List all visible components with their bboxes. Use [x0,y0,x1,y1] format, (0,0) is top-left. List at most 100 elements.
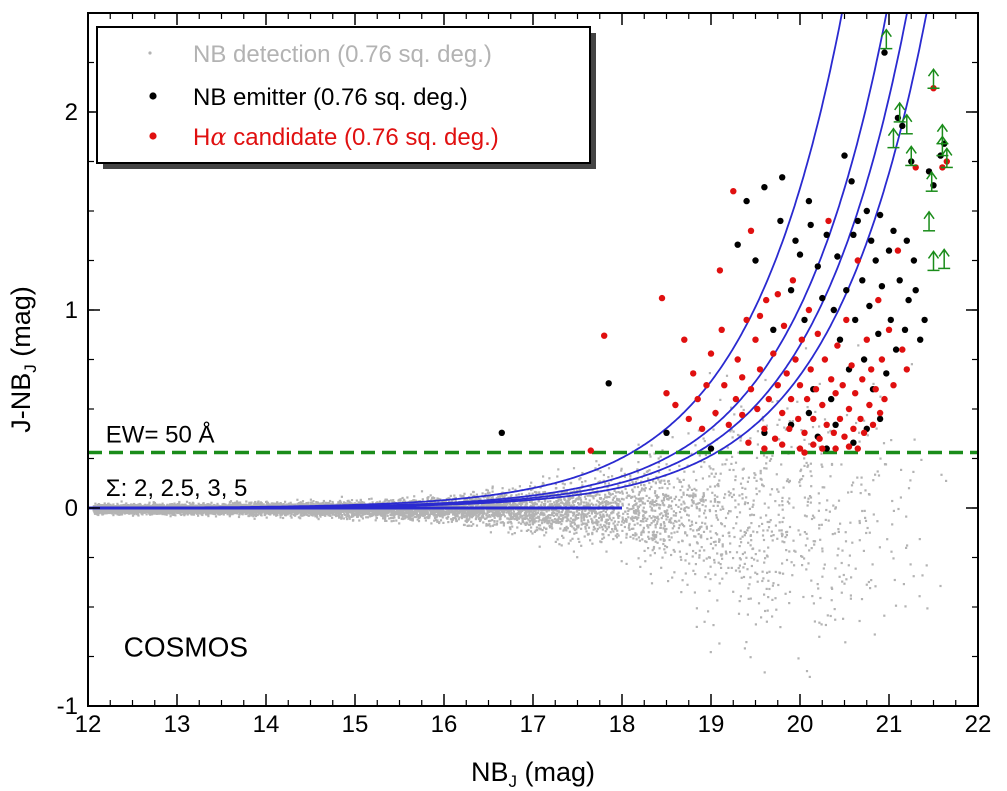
nb-detection-point [622,512,625,515]
nb-detection-point [199,504,202,507]
nb-detection-point [785,549,788,552]
nb-detection-point [519,512,522,515]
nb-detection-point [691,555,694,558]
nb-detection-point [575,528,578,531]
nb-detection-point [821,486,824,489]
nb-detection-point [684,532,687,535]
nb-detection-point [453,516,457,519]
nb-detection-point [905,515,908,518]
nb-detection-point [568,503,571,507]
nb-detection-point [891,523,894,526]
nb-detection-point [368,498,371,501]
nb-detection-point [617,504,620,507]
nb-detection-point [581,481,584,484]
nb-detection-point [238,513,241,516]
nb-detection-point [858,619,861,623]
nb-detection-point [805,670,809,673]
nb-detection-point [788,525,792,529]
nb-detection-point [533,515,536,518]
nb-detection-point [672,510,675,513]
nb-detection-point [834,567,837,570]
nb-detection-point [799,484,802,487]
nb-detection-point [493,516,496,519]
nb-detection-point [695,479,698,482]
nb-detection-point [708,589,711,592]
nb-detection-point [673,571,676,574]
nb-detection-point [481,492,484,495]
nb-detection-point [755,487,758,490]
nb-detection-point [299,514,302,517]
nb-detection-point [695,607,698,610]
nb-detection-point [646,499,649,502]
nb-detection-point [763,502,766,505]
nb-detection-point [493,520,496,523]
nb-detection-point [677,541,680,544]
nb-detection-point [740,541,743,544]
nb-detection-point [745,556,748,559]
nb-detection-point [656,520,659,523]
nb-detection-point [617,516,620,519]
nb-detection-point [407,513,410,517]
nb-detection-point [876,520,879,523]
nb-detection-point [662,542,665,546]
nb-detection-point [294,503,297,506]
nb-detection-point [260,504,263,507]
nb-detection-point [684,510,687,513]
nb-detection-point [731,436,734,439]
nb-detection-point [871,563,874,566]
nb-detection-point [662,527,665,530]
nb-detection-point [529,500,532,503]
nb-detection-point [632,490,635,493]
nb-detection-point [604,530,607,533]
nb-detection-point [548,477,551,480]
nb-detection-point [778,521,781,524]
nb-detection-point [670,517,673,520]
nb-detection-point [556,509,559,513]
nb-detection-point [622,498,625,501]
nb-detection-point [681,540,684,543]
nb-detection-point [800,555,803,558]
nb-detection-point [626,494,629,497]
nb-detection-point [477,497,481,501]
nb-detection-point [490,513,494,516]
nb-detection-point [945,479,948,482]
nb-detection-point [593,516,596,519]
nb-detection-point [778,529,781,532]
nb-detection-point [670,553,673,557]
nb-detection-point [648,502,652,505]
nb-detection-point [741,552,744,556]
nb-detection-point [644,560,647,563]
nb-detection-point [495,523,498,526]
nb-detection-point [618,498,621,501]
nb-detection-point [433,519,436,522]
nb-detection-point [684,559,687,562]
nb-detection-point [827,519,830,522]
nb-detection-point [625,491,628,494]
nb-detection-point [256,513,259,517]
nb-detection-point [683,502,686,505]
nb-detection-point [481,504,484,507]
nb-detection-point [818,425,821,428]
nb-detection-point [557,468,560,471]
nb-detection-point [491,485,494,488]
nb-detection-point [201,513,204,517]
nb-detection-point [538,519,541,522]
nb-detection-point [543,499,546,503]
nb-detection-point [863,509,866,512]
nb-detection-point [770,488,774,491]
nb-detection-point [655,522,659,525]
nb-detection-point [872,382,875,385]
nb-detection-point [322,499,325,503]
nb-detection-point [552,514,555,517]
nb-detection-point [736,516,739,519]
nb-detection-point [791,574,794,577]
nb-detection-point [793,549,796,552]
nb-detection-point [549,516,552,520]
nb-detection-point [613,524,616,527]
nb-detection-point [819,538,822,541]
nb-detection-point [686,513,689,516]
nb-detection-point [810,485,813,488]
nb-detection-point [754,571,757,574]
nb-detection-point [573,523,576,526]
nb-detection-point [556,514,559,517]
